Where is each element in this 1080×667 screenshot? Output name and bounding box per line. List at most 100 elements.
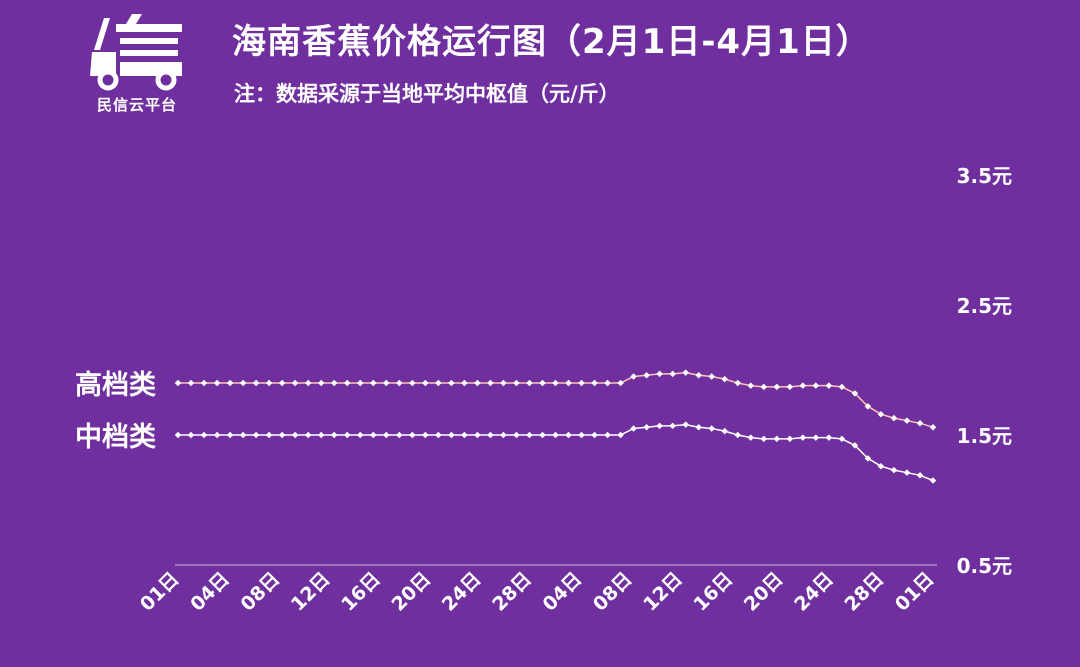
data-point: [591, 431, 598, 439]
data-point: [396, 379, 403, 387]
data-point: [448, 431, 455, 439]
x-tick-label: 08日: [237, 568, 285, 616]
data-point: [474, 379, 481, 387]
data-point: [812, 382, 820, 389]
data-point: [200, 431, 208, 439]
data-point: [500, 431, 507, 439]
data-point: [552, 431, 559, 439]
data-point: [812, 434, 820, 441]
data-point: [656, 370, 663, 378]
data-point: [213, 379, 221, 387]
data-point: [604, 431, 611, 439]
data-point: [539, 431, 546, 439]
data-point: [278, 431, 286, 439]
data-point: [669, 422, 676, 430]
data-point: [487, 431, 494, 439]
data-point: [747, 434, 755, 441]
data-point: [330, 431, 338, 439]
data-point: [591, 379, 598, 387]
data-point: [539, 379, 546, 387]
data-point: [383, 431, 390, 439]
data-point: [526, 379, 533, 387]
data-point: [916, 472, 924, 479]
x-tick-label: 01日: [136, 568, 184, 616]
data-point: [213, 431, 221, 439]
data-point: [734, 431, 741, 439]
data-point: [317, 379, 325, 387]
data-point: [617, 379, 624, 387]
data-point: [773, 383, 781, 391]
data-point: [226, 431, 234, 439]
x-tick-label: 12日: [287, 568, 335, 616]
data-point: [721, 375, 728, 383]
data-point: [291, 379, 299, 387]
x-tick-label: 28日: [841, 568, 889, 616]
data-point: [604, 379, 611, 387]
data-point: [643, 371, 650, 379]
data-point: [656, 422, 663, 430]
x-tick-label: 20日: [388, 568, 436, 616]
data-point: [422, 379, 429, 387]
data-point: [422, 431, 429, 439]
data-point: [474, 431, 481, 439]
data-point: [929, 477, 937, 484]
data-point: [461, 379, 468, 387]
data-point: [526, 431, 533, 439]
data-point: [799, 434, 807, 441]
data-point: [552, 379, 559, 387]
data-point: [304, 431, 312, 439]
data-point: [929, 423, 937, 431]
data-point: [890, 414, 898, 422]
data-point: [291, 431, 299, 439]
data-point: [799, 382, 807, 389]
data-point: [669, 370, 676, 378]
data-point: [226, 379, 234, 387]
y-tick-label: 2.5元: [957, 294, 1012, 318]
data-point: [630, 425, 637, 432]
data-point: [747, 382, 755, 389]
logo-text: 民信云平台: [96, 96, 177, 114]
x-tick-label: 20日: [740, 568, 788, 616]
data-point: [682, 369, 689, 376]
data-point: [409, 379, 416, 387]
data-point: [500, 379, 507, 387]
x-tick-label: 16日: [337, 568, 385, 616]
data-point: [838, 383, 846, 391]
data-point: [409, 431, 416, 439]
data-point: [825, 434, 833, 441]
data-point: [187, 431, 195, 439]
chart-title: 海南香蕉价格运行图（2月1日-4月1日）: [232, 22, 871, 62]
data-point: [903, 417, 911, 424]
data-point: [890, 466, 898, 474]
x-tick-label: 12日: [639, 568, 687, 616]
data-point: [187, 379, 195, 387]
y-tick-label: 1.5元: [957, 424, 1012, 448]
data-point: [317, 431, 325, 439]
y-tick-label: 0.5元: [957, 554, 1012, 578]
data-point: [565, 379, 572, 387]
logo: 民信云平台: [82, 10, 192, 114]
data-point: [864, 403, 872, 410]
data-point: [734, 379, 741, 387]
data-point: [252, 431, 260, 439]
data-point: [252, 379, 260, 387]
data-point: [760, 435, 768, 443]
chart-subtitle: 注：数据采源于当地平均中枢值（元/斤）: [234, 82, 620, 106]
data-point: [916, 420, 924, 427]
data-point: [278, 379, 286, 387]
data-point: [695, 423, 702, 431]
data-point: [773, 435, 781, 443]
data-point: [578, 431, 585, 439]
data-point: [786, 435, 794, 443]
data-point: [200, 379, 208, 387]
data-point: [643, 423, 650, 431]
data-point: [903, 469, 911, 476]
data-point: [461, 431, 468, 439]
data-point: [825, 382, 833, 389]
data-point: [760, 383, 768, 391]
data-point: [174, 431, 182, 439]
x-tick-label: 04日: [539, 568, 587, 616]
data-point: [435, 431, 442, 439]
data-point: [435, 379, 442, 387]
